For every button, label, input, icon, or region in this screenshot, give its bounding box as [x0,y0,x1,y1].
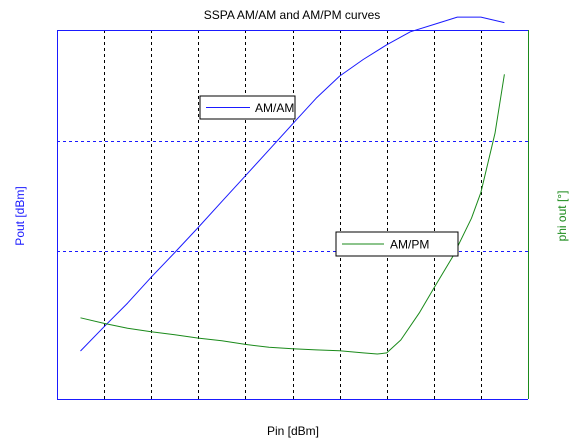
gridlines [57,30,528,399]
y-axis-right-label: phi out [°] [555,191,569,242]
chart-title: SSPA AM/AM and AM/PM curves [204,8,381,22]
series-line-am-pm [80,74,505,355]
legend-am-pm-label: AM/PM [390,238,429,252]
series-line-am-am [80,16,505,352]
legend-am-pm: AM/PM [335,231,459,257]
y-axis-left-label: Pout [dBm] [13,186,27,245]
axes [57,30,529,400]
legend-am-am-label: AM/AM [255,101,294,115]
legend-am-pm-box [335,231,459,257]
x-axis-label: Pin [dBm] [267,424,319,438]
legend-am-am: AM/AM [199,95,296,120]
series-layer [80,16,505,355]
